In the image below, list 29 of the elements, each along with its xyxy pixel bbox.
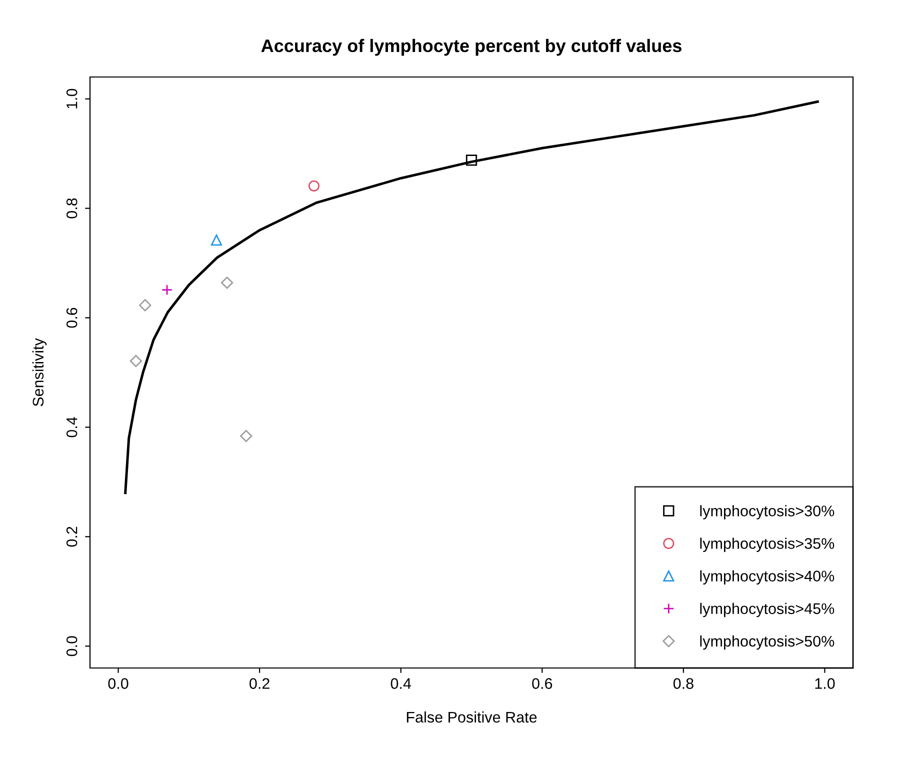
line-series (124, 100, 819, 494)
x-tick-label: 0.2 (250, 678, 270, 689)
y-tick-label: 0.6 (66, 308, 78, 328)
x-axis-title: False Positive Rate (406, 711, 537, 723)
x-tick-label: 0.4 (390, 678, 412, 689)
x-tick-label: 1.0 (815, 678, 835, 689)
y-tick-label: 0.8 (66, 198, 78, 218)
x-tick-label: 0.0 (108, 678, 128, 689)
y-tick-label: 0.2 (66, 526, 78, 547)
point (308, 180, 320, 192)
point (240, 430, 252, 442)
legend-label: lymphocytosis>45% (700, 602, 834, 618)
chart-title: Accuracy of lymphocyte percent by cutoff values (261, 38, 682, 56)
x-tick-label: 0.8 (673, 678, 694, 689)
legend-label: lymphocytosis>35% (700, 538, 834, 552)
legend-label: lymphocytosis>40% (700, 570, 834, 585)
legend-label: lymphocytosis>30% (700, 505, 834, 520)
point (139, 299, 152, 312)
x-tick-label: 0.6 (532, 678, 552, 689)
legend-label: lymphocytosis>50% (700, 635, 834, 650)
y-axis-title: Sensitivity (32, 338, 47, 406)
point (210, 234, 222, 246)
point (161, 284, 173, 296)
point (130, 354, 142, 368)
point (466, 154, 478, 166)
point (220, 276, 234, 289)
y-tick-label: 0.4 (66, 417, 78, 438)
y-tick-label: 1.0 (66, 88, 78, 108)
y-tick-label: 0.0 (66, 636, 78, 656)
